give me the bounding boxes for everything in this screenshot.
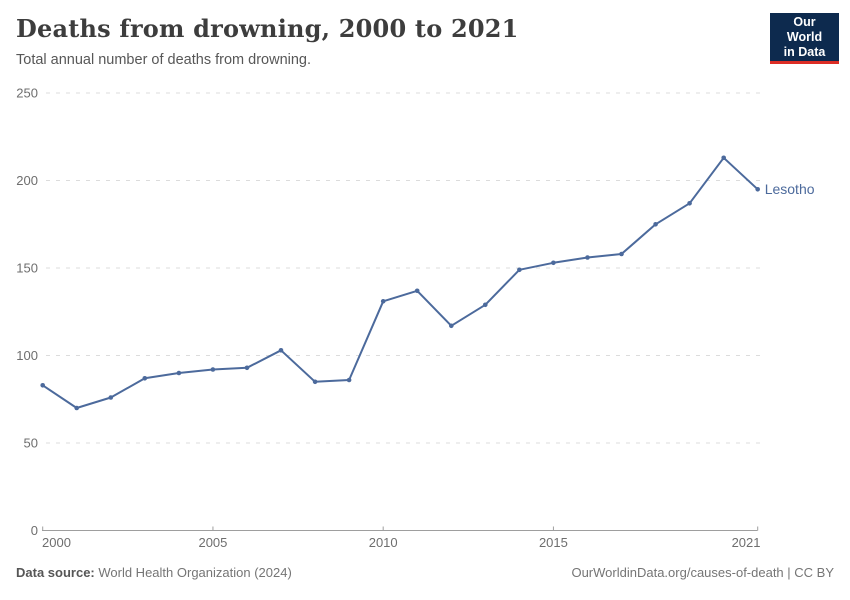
x-tick-label: 2010 bbox=[369, 535, 398, 550]
owid-logo-line1: Our World bbox=[786, 15, 823, 44]
x-tick-label: 2021 bbox=[732, 535, 761, 550]
data-point[interactable] bbox=[108, 395, 114, 400]
owid-logo-line2: in Data bbox=[783, 45, 826, 59]
chart-footer: Data source: World Health Organization (… bbox=[16, 565, 834, 580]
x-tick-label: 2000 bbox=[42, 535, 71, 550]
license-link[interactable]: OurWorldinData.org/causes-of-death | CC … bbox=[571, 565, 834, 580]
data-point[interactable] bbox=[40, 383, 45, 388]
data-source-label: Data source: bbox=[16, 565, 95, 580]
data-point[interactable] bbox=[483, 302, 488, 308]
y-tick-label: 250 bbox=[16, 86, 38, 101]
y-tick-label: 200 bbox=[16, 173, 38, 188]
data-point[interactable] bbox=[380, 299, 386, 304]
data-source-value: World Health Organization (2024) bbox=[94, 565, 292, 580]
data-point[interactable] bbox=[721, 155, 726, 161]
data-point[interactable] bbox=[278, 348, 284, 353]
data-point[interactable] bbox=[755, 187, 760, 192]
data-point[interactable] bbox=[653, 222, 658, 227]
series-label-lesotho[interactable]: Lesotho bbox=[765, 181, 815, 197]
data-point[interactable] bbox=[312, 379, 318, 385]
data-point[interactable] bbox=[414, 288, 420, 294]
data-line-lesotho[interactable] bbox=[42, 156, 759, 409]
data-point[interactable] bbox=[551, 260, 556, 266]
y-tick-label: 150 bbox=[16, 261, 38, 276]
data-point[interactable] bbox=[687, 201, 692, 206]
chart-subtitle: Total annual number of deaths from drown… bbox=[16, 52, 312, 68]
data-point[interactable] bbox=[74, 405, 79, 411]
x-tick-label: 2005 bbox=[198, 535, 227, 550]
y-tick-label: 50 bbox=[24, 436, 38, 451]
owid-logo[interactable]: Our World in Data bbox=[770, 13, 839, 64]
chart-title: Deaths from drowning, 2000 to 2021 bbox=[16, 14, 519, 43]
data-point[interactable] bbox=[449, 323, 454, 329]
y-tick-label: 100 bbox=[16, 348, 38, 363]
y-tick-label: 0 bbox=[31, 523, 38, 538]
data-point[interactable] bbox=[176, 370, 182, 376]
data-point[interactable] bbox=[244, 365, 250, 371]
data-point[interactable] bbox=[517, 267, 522, 273]
data-point[interactable] bbox=[585, 255, 590, 260]
data-point[interactable] bbox=[619, 251, 624, 257]
data-point[interactable] bbox=[142, 376, 148, 381]
x-tick-label: 2015 bbox=[539, 535, 568, 550]
data-point[interactable] bbox=[210, 367, 216, 372]
data-source: Data source: World Health Organization (… bbox=[16, 565, 292, 580]
data-point[interactable] bbox=[346, 377, 352, 383]
